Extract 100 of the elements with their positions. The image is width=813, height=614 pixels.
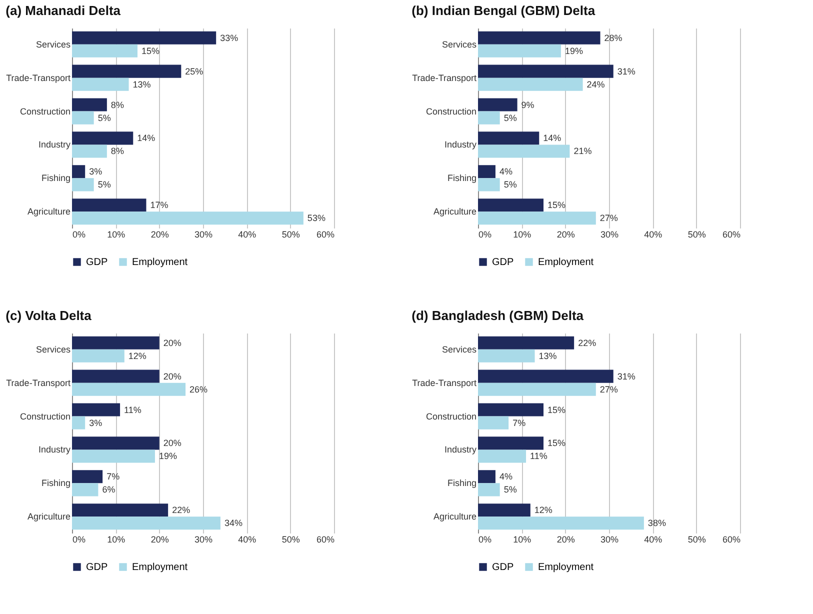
x-tick-label: 0% [478, 230, 492, 240]
data-label: 13% [132, 79, 151, 90]
y-tick-label: Fishing [41, 478, 70, 488]
x-tick-label: 0% [478, 534, 492, 544]
x-tick-label: 30% [600, 230, 619, 240]
x-tick-label: 40% [238, 230, 256, 240]
y-tick-label: Services [36, 39, 71, 50]
data-label: 15% [548, 200, 566, 210]
x-tick-label: 40% [644, 230, 662, 240]
data-label: 38% [648, 518, 666, 528]
data-label: 25% [185, 66, 204, 76]
data-label: 31% [617, 371, 636, 382]
data-label: 31% [617, 66, 636, 76]
data-label: 5% [504, 180, 517, 190]
data-label: 20% [163, 438, 182, 448]
data-label: 20% [163, 371, 182, 382]
data-label: 13% [538, 350, 557, 361]
y-tick-label: Industry [38, 140, 71, 150]
x-tick-label: 20% [150, 230, 169, 240]
y-tick-label: Agriculture [433, 512, 476, 522]
x-tick-label: 10% [513, 534, 532, 544]
x-tick-label: 60% [722, 230, 740, 240]
data-label: 14% [137, 133, 156, 144]
y-tick-label: Industry [38, 444, 71, 455]
y-tick-label: Trade-Transport [6, 378, 71, 388]
data-label: 6% [102, 484, 116, 495]
data-label: 20% [163, 338, 182, 348]
y-tick-label: Construction [20, 411, 70, 422]
y-tick-label: Services [442, 39, 477, 50]
data-label: 19% [158, 451, 177, 462]
y-tick-label: Agriculture [433, 206, 476, 217]
x-tick-label: 60% [722, 534, 740, 544]
x-tick-label: 30% [194, 230, 213, 240]
x-tick-label: 30% [600, 534, 619, 544]
legend-label: GDP [492, 257, 514, 268]
y-tick-label: Services [36, 344, 71, 354]
x-tick-label: 30% [194, 534, 213, 544]
data-label: 15% [142, 46, 160, 56]
y-tick-label: Agriculture [27, 206, 70, 217]
legend-label: GDP [86, 257, 108, 268]
x-tick-label: 0% [72, 230, 86, 240]
data-label: 14% [543, 133, 562, 144]
legend-label: Employment [538, 562, 594, 573]
x-tick-label: 20% [150, 534, 169, 544]
y-tick-label: Trade-Transport [6, 72, 71, 83]
y-tick-label: Trade-Transport [412, 378, 477, 388]
data-label: 24% [586, 79, 605, 90]
x-tick-label: 40% [644, 534, 662, 544]
data-label: 26% [190, 384, 208, 394]
data-label: 3% [89, 166, 102, 177]
y-tick-label: Construction [20, 106, 70, 116]
data-label: 27% [600, 213, 618, 224]
data-label: 11% [124, 404, 142, 415]
data-label: 5% [98, 180, 111, 190]
x-tick-label: 10% [107, 534, 126, 544]
data-label: 33% [220, 32, 238, 43]
x-tick-label: 50% [282, 230, 300, 240]
legend-label: Employment [538, 257, 594, 268]
y-tick-label: Industry [444, 140, 477, 150]
x-tick-label: 10% [107, 230, 126, 240]
data-label: 19% [564, 46, 583, 56]
chart-title: (c) Volta Delta [6, 308, 92, 323]
data-label: 9% [521, 100, 534, 110]
data-label: 8% [110, 100, 124, 110]
y-tick-label: Fishing [447, 173, 476, 184]
data-label: 4% [499, 166, 512, 177]
data-label: 5% [98, 112, 111, 123]
data-label: 8% [110, 146, 124, 156]
data-label: 7% [512, 418, 526, 428]
y-tick-label: Agriculture [27, 512, 70, 522]
y-tick-label: Fishing [447, 478, 476, 488]
x-tick-label: 50% [688, 534, 706, 544]
data-label: 17% [150, 200, 168, 210]
data-label: 34% [224, 518, 242, 528]
chart-title: (b) Indian Bengal (GBM) Delta [412, 3, 596, 18]
data-label: 15% [548, 404, 566, 415]
data-label: 4% [499, 472, 512, 482]
x-tick-label: 60% [316, 230, 334, 240]
data-label: 22% [172, 505, 190, 516]
x-tick-label: 50% [688, 230, 706, 240]
data-label: 27% [600, 384, 618, 394]
y-tick-label: Trade-Transport [412, 72, 477, 83]
x-tick-label: 20% [556, 534, 575, 544]
y-tick-label: Services [442, 344, 477, 354]
legend-label: Employment [132, 562, 188, 573]
data-label: 53% [307, 213, 326, 224]
legend-label: Employment [132, 257, 188, 268]
x-tick-label: 60% [316, 534, 334, 544]
x-tick-label: 10% [513, 230, 532, 240]
data-label: 12% [128, 350, 146, 361]
data-label: 3% [89, 418, 102, 428]
chart-title: (d) Bangladesh (GBM) Delta [412, 308, 584, 323]
data-label: 5% [504, 112, 517, 123]
y-tick-label: Construction [426, 106, 476, 116]
legend-label: GDP [492, 562, 514, 573]
x-tick-label: 0% [72, 534, 86, 544]
x-tick-label: 50% [282, 534, 300, 544]
legend-label: GDP [86, 562, 108, 573]
data-label: 11% [530, 451, 548, 462]
data-label: 5% [504, 484, 517, 495]
